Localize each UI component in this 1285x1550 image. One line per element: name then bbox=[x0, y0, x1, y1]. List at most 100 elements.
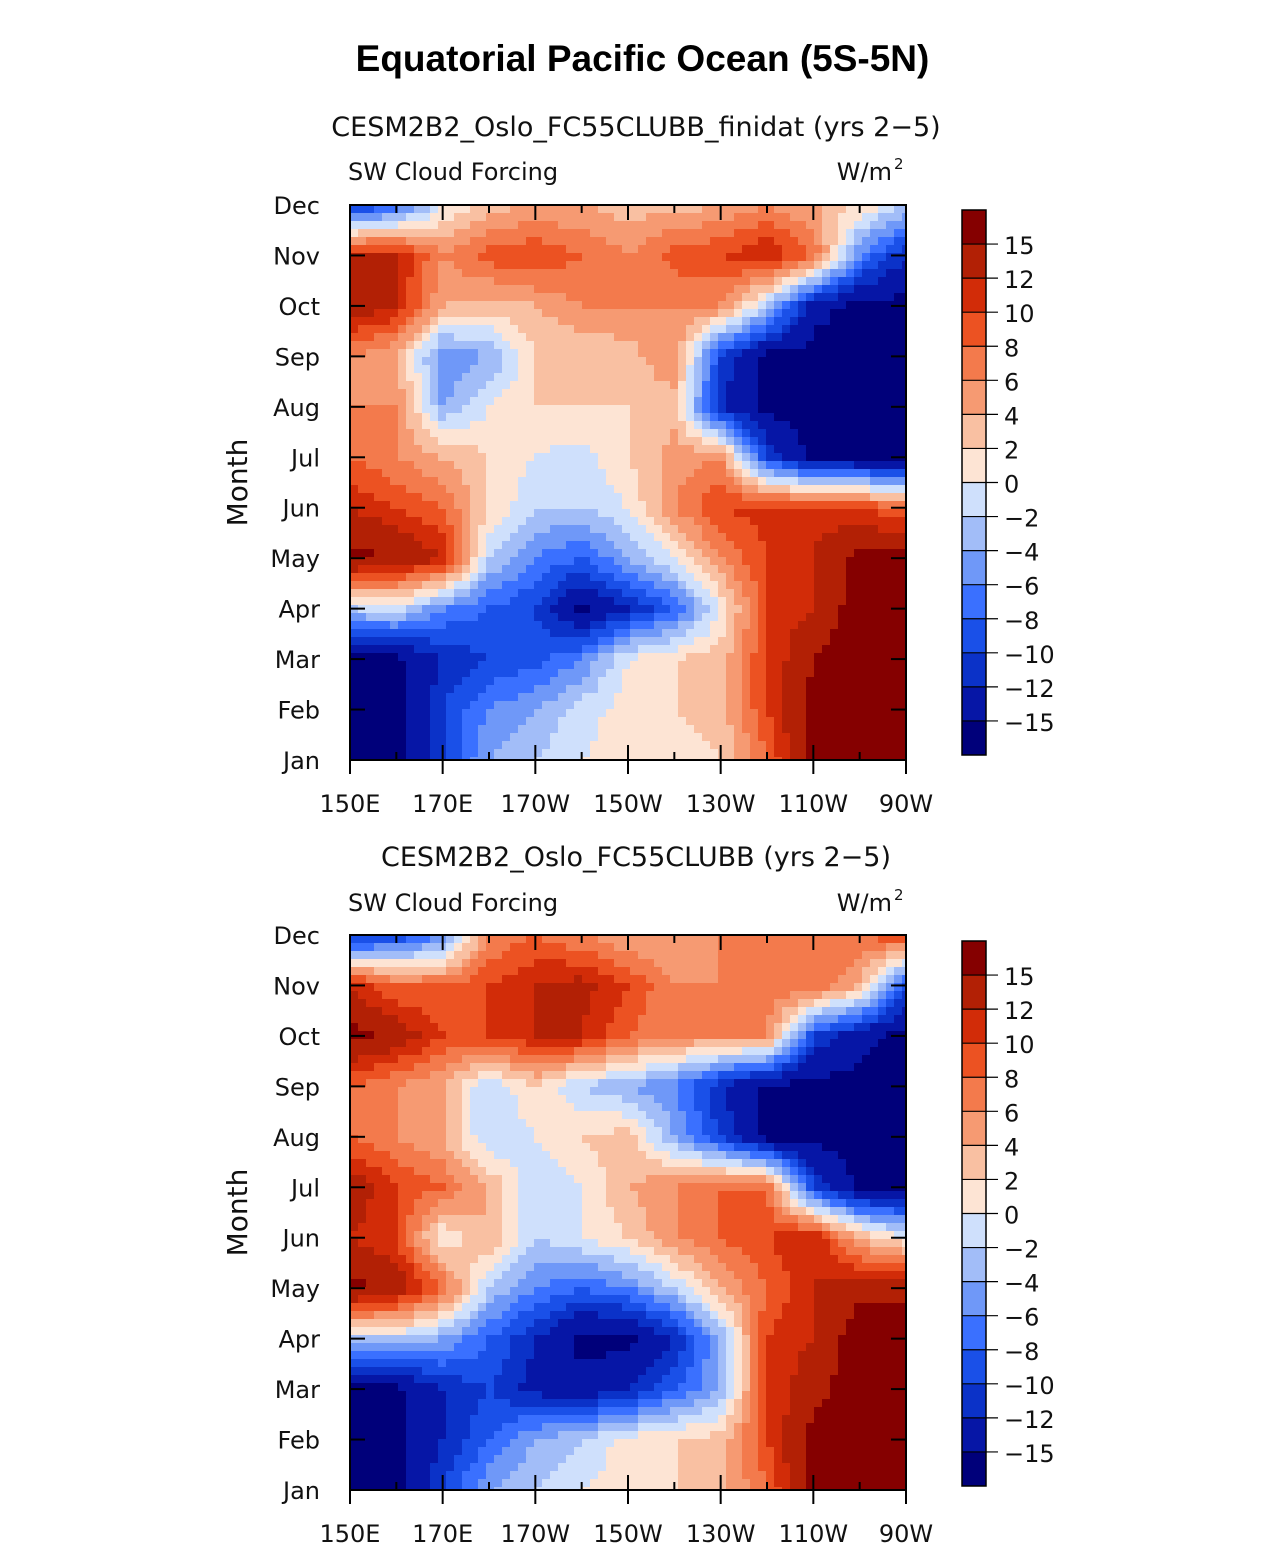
contour-cell bbox=[414, 293, 423, 302]
contour-cell bbox=[446, 693, 455, 702]
contour-cell bbox=[822, 573, 831, 582]
contour-cell bbox=[462, 629, 471, 638]
contour-cell bbox=[366, 661, 375, 670]
contour-cell bbox=[574, 637, 583, 646]
contour-cell bbox=[502, 613, 511, 622]
contour-cell bbox=[902, 229, 907, 238]
contour-cell bbox=[374, 269, 383, 278]
contour-cell bbox=[350, 621, 359, 630]
contour-cell bbox=[646, 653, 655, 662]
contour-cell bbox=[622, 365, 631, 374]
contour-cell bbox=[542, 245, 551, 254]
contour-cell bbox=[414, 325, 423, 334]
contour-cell bbox=[438, 413, 447, 422]
contour-cell bbox=[510, 709, 519, 718]
contour-cell bbox=[662, 653, 671, 662]
contour-cell bbox=[414, 597, 423, 606]
contour-cell bbox=[382, 613, 391, 622]
contour-cell bbox=[606, 301, 615, 310]
contour-cell bbox=[398, 517, 407, 526]
contour-cell bbox=[830, 453, 839, 462]
contour-cell bbox=[430, 517, 439, 526]
contour-cell bbox=[790, 525, 799, 534]
contour-cell bbox=[510, 493, 519, 502]
contour-cell bbox=[566, 429, 575, 438]
contour-cell bbox=[622, 541, 631, 550]
contour-cell bbox=[382, 669, 391, 678]
contour-cell bbox=[878, 693, 887, 702]
contour-cell bbox=[710, 517, 719, 526]
contour-cell bbox=[502, 573, 511, 582]
contour-cell bbox=[366, 701, 375, 710]
contour-cell bbox=[734, 509, 743, 518]
contour-cell bbox=[718, 333, 727, 342]
contour-cell bbox=[782, 725, 791, 734]
contour-cell bbox=[862, 261, 871, 270]
contour-cell bbox=[502, 317, 511, 326]
contour-cell bbox=[438, 453, 447, 462]
contour-cell bbox=[702, 229, 711, 238]
contour-cell bbox=[510, 541, 519, 550]
contour-cell bbox=[878, 301, 887, 310]
contour-cell bbox=[542, 493, 551, 502]
contour-cell bbox=[454, 541, 463, 550]
contour-cell bbox=[758, 573, 767, 582]
contour-cell bbox=[598, 509, 607, 518]
contour-cell bbox=[766, 389, 775, 398]
contour-cell bbox=[822, 581, 831, 590]
contour-cell bbox=[862, 669, 871, 678]
contour-cell bbox=[398, 485, 407, 494]
contour-cell bbox=[398, 637, 407, 646]
contour-cell bbox=[718, 293, 727, 302]
contour-cell bbox=[550, 213, 559, 222]
contour-cell bbox=[374, 373, 383, 382]
contour-cell bbox=[814, 221, 823, 230]
contour-cell bbox=[870, 693, 879, 702]
contour-cell bbox=[758, 637, 767, 646]
contour-cell bbox=[566, 317, 575, 326]
contour-cell bbox=[782, 637, 791, 646]
contour-cell bbox=[742, 653, 751, 662]
contour-cell bbox=[542, 477, 551, 486]
contour-cell bbox=[902, 613, 907, 622]
contour-cell bbox=[846, 685, 855, 694]
contour-cell bbox=[454, 381, 463, 390]
contour-cell bbox=[454, 365, 463, 374]
contour-cell bbox=[702, 565, 711, 574]
contour-cell bbox=[582, 645, 591, 654]
contour-cell bbox=[430, 421, 439, 430]
contour-cell bbox=[406, 597, 415, 606]
contour-cell bbox=[662, 413, 671, 422]
contour-cell bbox=[758, 413, 767, 422]
contour-cell bbox=[470, 613, 479, 622]
contour-cell bbox=[654, 485, 663, 494]
contour-cell bbox=[638, 669, 647, 678]
contour-cell bbox=[566, 557, 575, 566]
contour-cell bbox=[582, 549, 591, 558]
contour-cell bbox=[382, 725, 391, 734]
contour-cell bbox=[630, 421, 639, 430]
contour-cell bbox=[462, 541, 471, 550]
contour-cell bbox=[646, 581, 655, 590]
contour-cell bbox=[878, 733, 887, 742]
contour-cell bbox=[822, 309, 831, 318]
contour-cell bbox=[382, 237, 391, 246]
contour-cell bbox=[534, 557, 543, 566]
contour-cell bbox=[526, 541, 535, 550]
contour-cell bbox=[382, 653, 391, 662]
contour-cell bbox=[790, 629, 799, 638]
contour-cell bbox=[494, 749, 503, 758]
contour-cell bbox=[750, 525, 759, 534]
contour-cell bbox=[710, 565, 719, 574]
contour-cell bbox=[566, 341, 575, 350]
contour-cell bbox=[382, 677, 391, 686]
contour-cell bbox=[638, 293, 647, 302]
contour-cell bbox=[798, 389, 807, 398]
contour-cell bbox=[542, 725, 551, 734]
contour-cell bbox=[718, 749, 727, 758]
colorbar-swatch bbox=[962, 618, 986, 654]
contour-cell bbox=[838, 277, 847, 286]
contour-cell bbox=[718, 485, 727, 494]
contour-cell bbox=[838, 253, 847, 262]
contour-cell bbox=[870, 413, 879, 422]
